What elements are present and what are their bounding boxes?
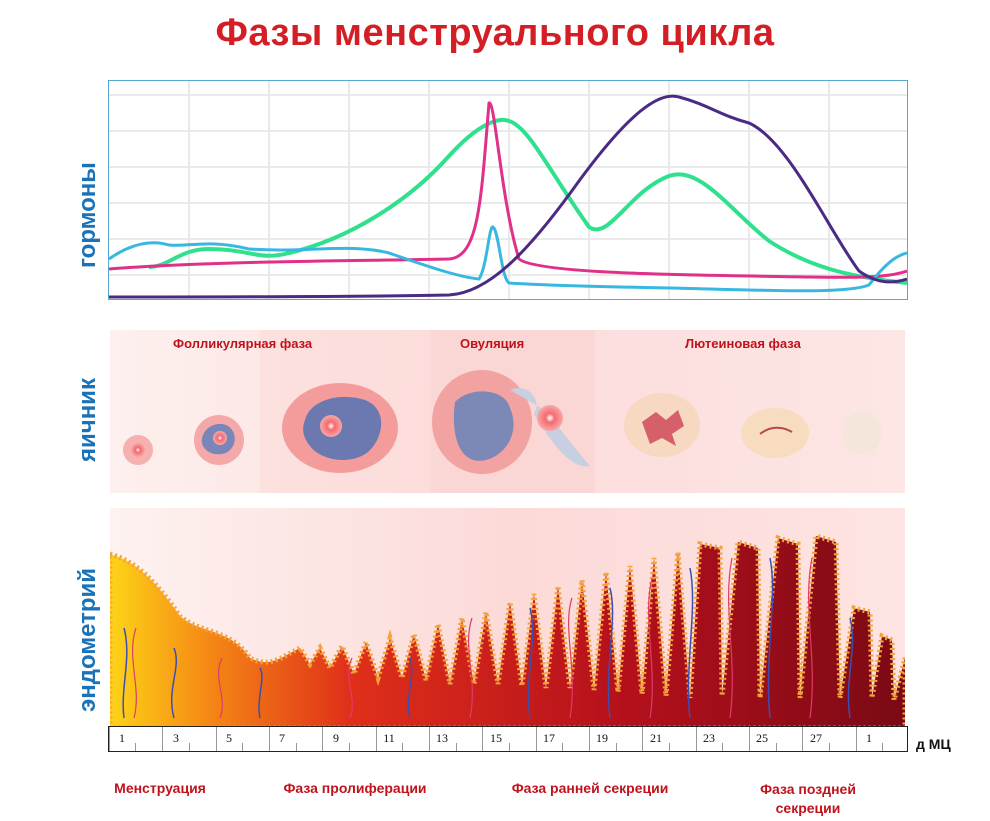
day-label: 19 — [596, 731, 608, 745]
progesterone-curve — [109, 94, 907, 299]
axis-unit-label: д МЦ — [916, 736, 951, 752]
hormones-row-label: гормоны — [74, 162, 101, 268]
ovary-panel — [110, 330, 905, 493]
day-label: 25 — [756, 731, 768, 745]
endometrium-row-label: эндометрий — [74, 567, 101, 712]
follicle-dominant — [282, 383, 398, 473]
corpus-luteum-mid — [741, 408, 809, 458]
phase-menstruation: Менструация — [114, 780, 206, 796]
ovary-phase-ovulation: Овуляция — [460, 336, 525, 351]
ovary-row-label: яичник — [74, 378, 101, 462]
lh-curve — [109, 101, 907, 279]
day-label: 11 — [383, 731, 395, 745]
follicle-small — [123, 435, 153, 465]
day-label: 3 — [173, 731, 179, 745]
day-label: 15 — [490, 731, 502, 745]
day-label: 7 — [279, 731, 285, 745]
day-label: 9 — [333, 731, 339, 745]
corpus-albicans — [842, 411, 882, 455]
endometrium-illustration — [110, 508, 905, 728]
endometrium-arteries — [132, 557, 813, 719]
day-label: 13 — [436, 731, 448, 745]
corpus-luteum-early — [624, 393, 700, 457]
phase-late-secretion: Фаза поздней секреции — [760, 781, 856, 816]
endometrium-vessels — [122, 557, 854, 719]
page-title: Фазы менструального цикла — [215, 12, 775, 54]
day-axis: 1 3 5 7 9 11 13 15 17 19 21 23 25 27 1 — [108, 726, 908, 752]
endometrium-tissue — [110, 532, 905, 728]
follicle-growing — [194, 415, 244, 465]
ovary-illustration — [110, 330, 905, 493]
estrogen-curve — [148, 118, 907, 285]
day-label: 21 — [650, 731, 662, 745]
phase-early-secretion: Фаза ранней секреции — [511, 780, 669, 796]
phase-proliferation: Фаза пролиферации — [283, 780, 427, 796]
ovulation-follicle — [432, 370, 590, 474]
fsh-curve — [109, 225, 907, 293]
day-label: 27 — [810, 731, 822, 745]
hormone-chart — [108, 80, 908, 300]
hormone-grid — [109, 81, 907, 299]
ovary-phase-luteal: Лютеиновая фаза — [685, 336, 801, 351]
day-label: 5 — [226, 731, 232, 745]
day-label: 1 — [866, 731, 872, 745]
hormone-chart-svg — [109, 81, 907, 299]
day-label: 1 — [119, 731, 125, 745]
day-label: 17 — [543, 731, 555, 745]
endometrium-panel — [110, 508, 905, 728]
ovary-phase-follicular: Фолликулярная фаза — [173, 336, 313, 351]
day-label: 23 — [703, 731, 715, 745]
